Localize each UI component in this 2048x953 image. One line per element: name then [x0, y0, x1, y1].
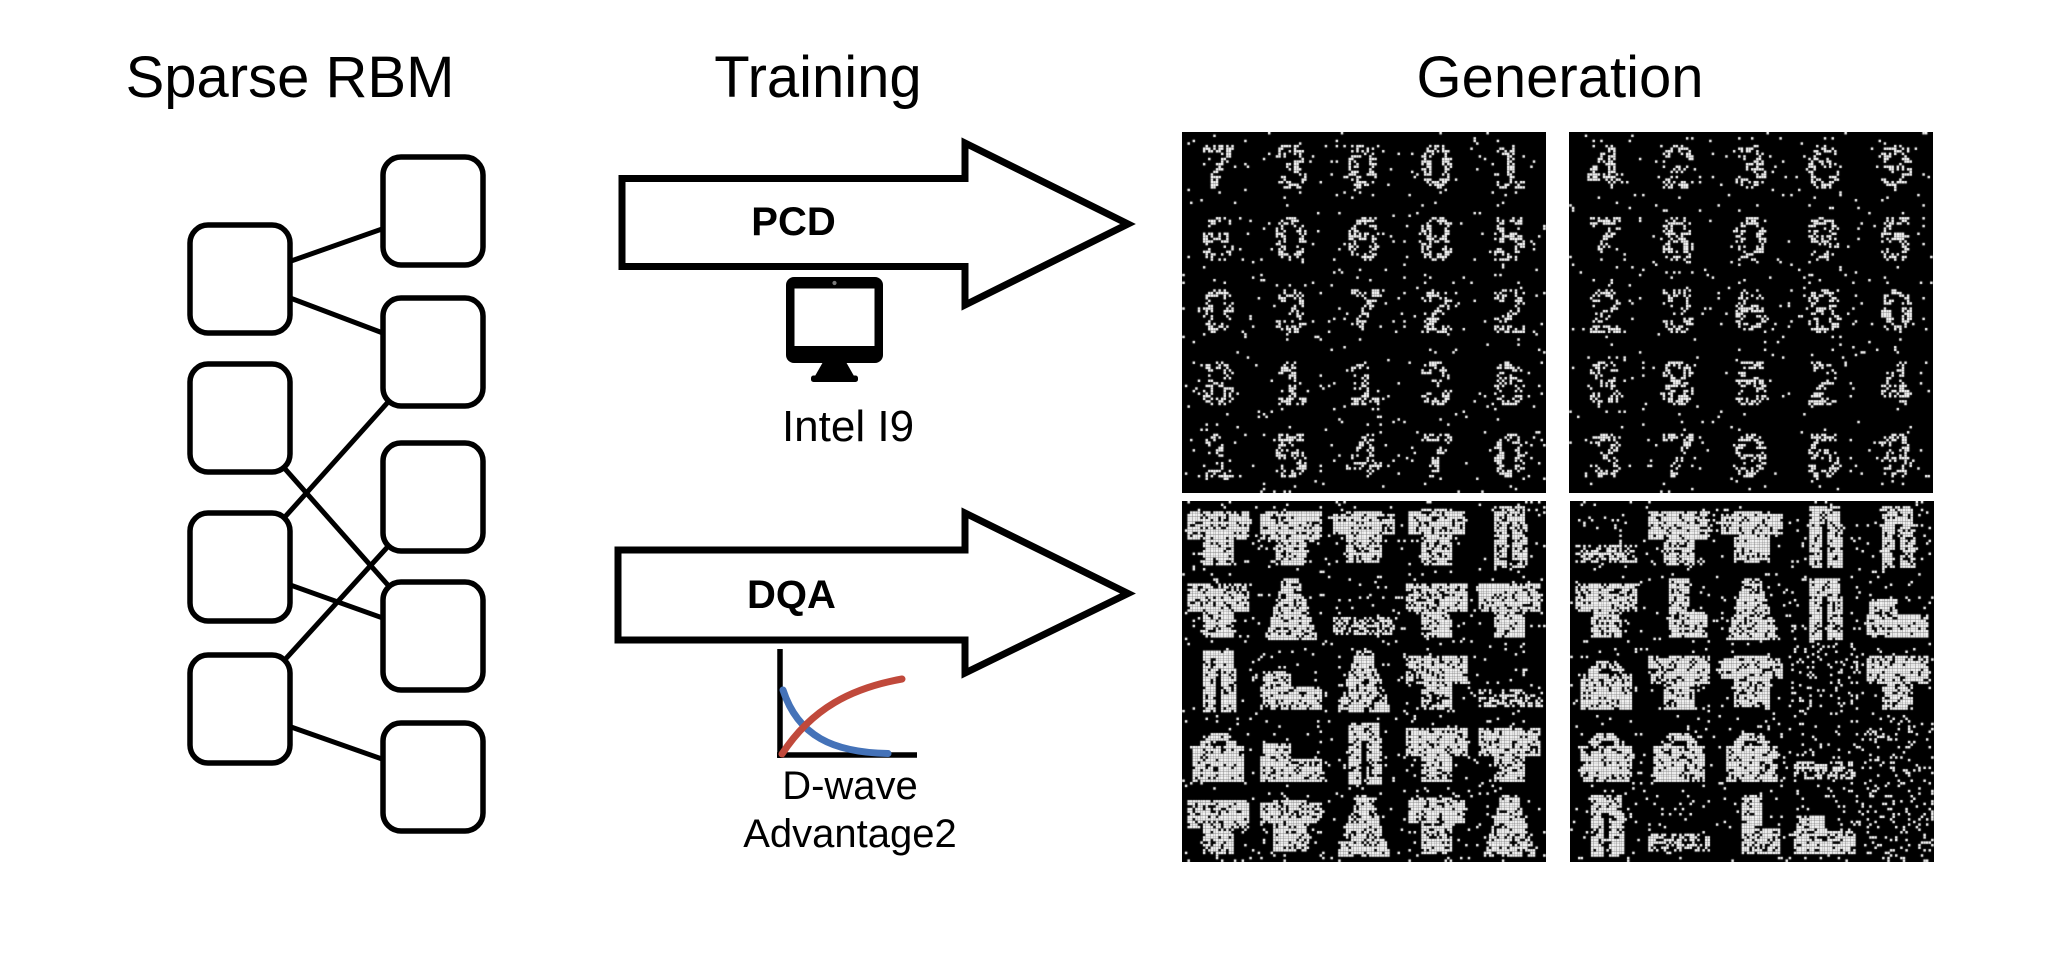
- dwave-caption-line1: D-wave: [782, 764, 918, 808]
- rbm-node-h5: [380, 720, 486, 834]
- rbm-node-h1: [380, 154, 486, 268]
- rbm-node-v4: [187, 652, 293, 766]
- desktop-monitor-icon: [786, 277, 883, 382]
- dwave-caption: D-wave Advantage2: [650, 762, 1050, 858]
- generation-panel-pcd-1: [1182, 132, 1546, 493]
- intel-i9-caption: Intel I9: [781, 402, 915, 451]
- annealing-schedule-chart-icon: [777, 649, 917, 758]
- training-title: Training: [714, 45, 922, 110]
- sparse-rbm-graph: [187, 154, 486, 834]
- generation-panel-dqa-1: [1182, 501, 1546, 862]
- annealing-blue-curve: [779, 686, 892, 757]
- generation-panel-pcd-2: [1569, 132, 1933, 493]
- pcd-arrow-label: PCD: [751, 200, 836, 244]
- annealing-red-curve: [778, 675, 906, 758]
- rbm-node-h3: [380, 440, 486, 554]
- pcd-arrow: [618, 137, 1136, 311]
- dqa-arrow: [614, 507, 1136, 679]
- rbm-node-h4: [380, 579, 486, 693]
- rbm-node-v3: [187, 510, 293, 624]
- rbm-node-v1: [187, 222, 293, 336]
- dwave-caption-line2: Advantage2: [743, 812, 957, 856]
- dqa-arrow-label: DQA: [747, 572, 836, 617]
- rbm-node-h2: [380, 295, 486, 409]
- rbm-node-v2: [187, 361, 293, 475]
- generation-title: Generation: [1416, 45, 1704, 110]
- sparse-rbm-title: Sparse RBM: [125, 45, 455, 110]
- generation-panel-dqa-2: [1570, 501, 1934, 862]
